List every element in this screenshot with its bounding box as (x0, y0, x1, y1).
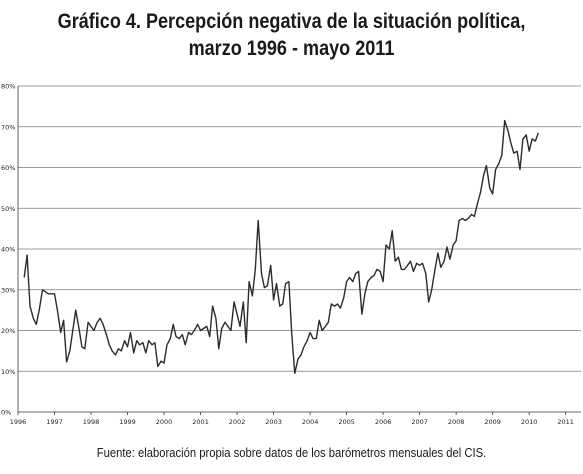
x-tick-label: 2007 (411, 418, 428, 426)
x-tick-label: 1998 (83, 418, 100, 426)
series-line (23, 119, 539, 374)
x-tick-label: 1997 (46, 418, 63, 426)
y-tick-label: 60% (1, 164, 15, 172)
x-tick-label: 2011 (557, 418, 574, 426)
x-tick-label: 2005 (338, 418, 355, 426)
chart-title: Gráfico 4. Percepción negativa de la sit… (41, 8, 542, 62)
chart-title-line-1: Gráfico 4. Percepción negativa de la sit… (57, 10, 526, 33)
chart-title-line-2: marzo 1996 - mayo 2011 (188, 37, 395, 60)
y-tick-label: 20% (1, 327, 15, 335)
line-chart: 0% 10% 20% 30% 40% 50% 60% 70% 80% 1996 1997 1998 19… (1, 83, 581, 426)
source-note: Fuente: elaboración propia sobre datos d… (96, 446, 487, 460)
x-tick-label: 2003 (265, 418, 282, 426)
x-tick-label: 1999 (119, 418, 136, 426)
x-tick-label: 2010 (521, 418, 538, 426)
y-tick-label: 80% (1, 83, 15, 91)
y-tick-label: 40% (1, 246, 15, 254)
x-tick-label: 2002 (229, 418, 246, 426)
x-tick-label: 2009 (484, 418, 501, 426)
x-tick-label: 2000 (156, 418, 173, 426)
x-tick-label: 2001 (192, 418, 209, 426)
y-tick-label: 50% (1, 205, 15, 213)
y-tick-label: 10% (1, 368, 15, 376)
x-tick-label: 2004 (302, 418, 319, 426)
y-tick-label: 0% (1, 409, 11, 417)
y-tick-label: 70% (1, 123, 15, 131)
y-tick-label: 30% (1, 286, 15, 294)
x-tick-label: 1996 (10, 418, 27, 426)
x-tick-label: 2006 (375, 418, 392, 426)
x-tick-label: 2008 (448, 418, 465, 426)
